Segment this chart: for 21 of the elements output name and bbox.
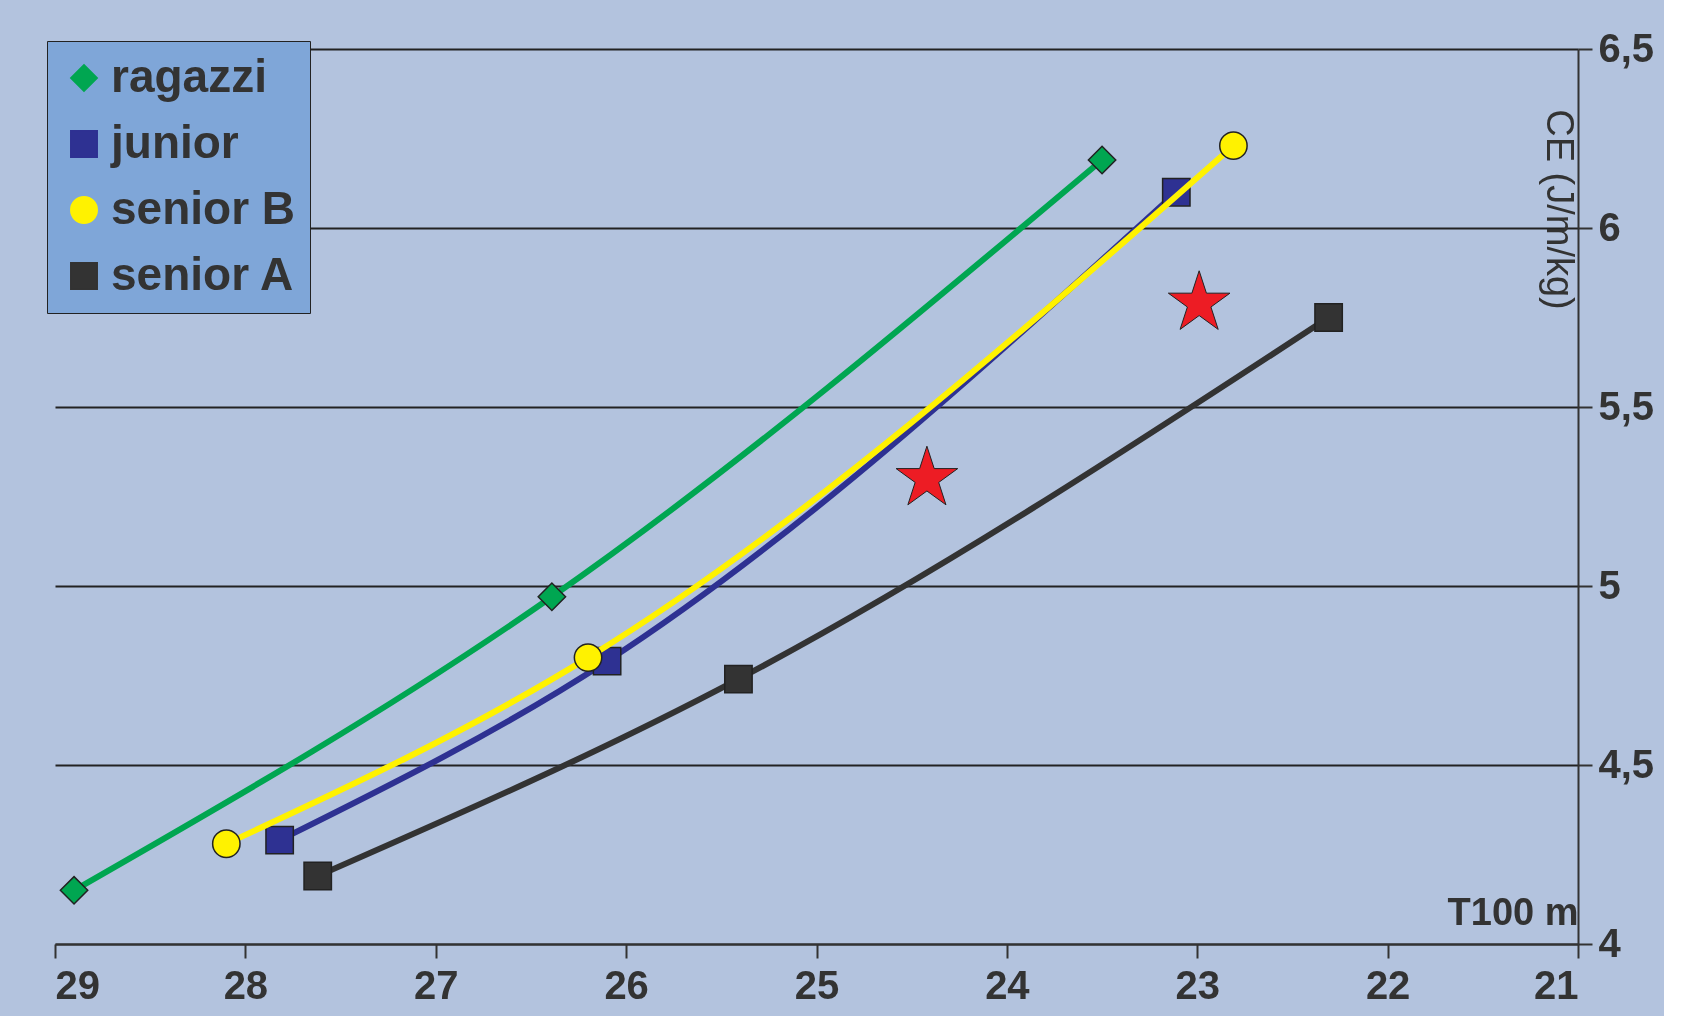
x-tick-label: 24	[985, 962, 1031, 1007]
x-tick-label: 26	[604, 962, 649, 1007]
x-axis-title: T100 m	[1447, 890, 1579, 933]
legend-label: junior	[110, 116, 239, 168]
x-tick-label: 23	[1175, 962, 1220, 1007]
y-tick-label: 5,5	[1598, 383, 1655, 428]
y-axis-title: CE (J/m/kg)	[1538, 109, 1581, 310]
y-tick-label: 4	[1598, 920, 1622, 965]
y-tick-label: 5	[1598, 562, 1621, 607]
legend-label: senior A	[111, 248, 294, 300]
legend-label: ragazzi	[111, 50, 267, 102]
y-tick-label: 6,5	[1598, 25, 1655, 70]
x-tick-label: 27	[414, 962, 459, 1007]
y-tick-label: 4,5	[1598, 741, 1655, 786]
x-tick-label: 29	[55, 962, 100, 1007]
legend-label: senior B	[111, 182, 296, 234]
x-tick-label: 28	[223, 962, 269, 1007]
y-tick-label: 6	[1598, 204, 1621, 249]
x-tick-label: 22	[1365, 962, 1411, 1007]
x-tick-label: 25	[794, 962, 840, 1007]
x-tick-label: 21	[1534, 962, 1579, 1007]
